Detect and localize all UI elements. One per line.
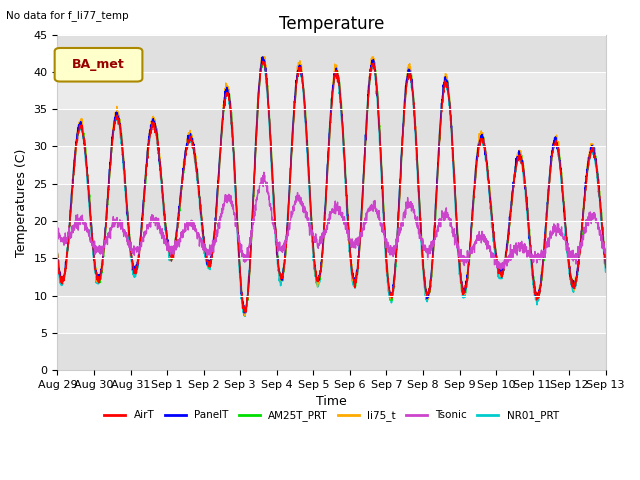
Bar bbox=[58, 184, 605, 221]
FancyBboxPatch shape bbox=[54, 48, 142, 82]
X-axis label: Time: Time bbox=[316, 396, 347, 408]
Title: Temperature: Temperature bbox=[279, 15, 384, 33]
Legend: AirT, PanelT, AM25T_PRT, li75_t, Tsonic, NR01_PRT: AirT, PanelT, AM25T_PRT, li75_t, Tsonic,… bbox=[100, 406, 563, 425]
Bar bbox=[58, 35, 605, 72]
Text: No data for f_li77_temp: No data for f_li77_temp bbox=[6, 10, 129, 21]
Bar bbox=[58, 109, 605, 146]
Bar bbox=[58, 296, 605, 333]
Bar bbox=[58, 258, 605, 296]
Bar bbox=[58, 221, 605, 258]
Bar bbox=[58, 72, 605, 109]
Bar bbox=[58, 146, 605, 184]
Bar bbox=[58, 333, 605, 370]
Y-axis label: Temperatures (C): Temperatures (C) bbox=[15, 148, 28, 256]
Text: BA_met: BA_met bbox=[72, 58, 125, 71]
